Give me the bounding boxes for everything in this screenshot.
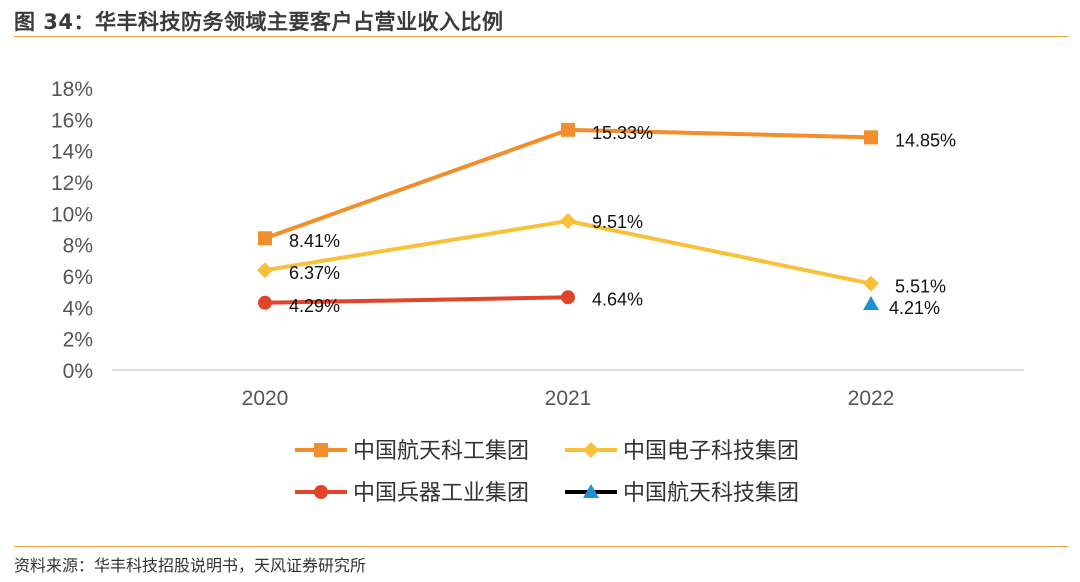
data-point-marker (257, 262, 273, 279)
footer-divider (14, 546, 1068, 547)
y-tick-label: 0% (63, 360, 93, 383)
x-tick-label: 2022 (848, 387, 895, 410)
y-tick-label: 8% (63, 235, 93, 258)
data-label: 6.37% (289, 263, 340, 283)
series-line-3 (263, 295, 570, 305)
data-label: 8.41% (289, 231, 340, 251)
chart-title: 图 34：华丰科技防务领域主要客户占营业收入比例 (14, 10, 504, 34)
data-label: 15.33% (592, 123, 653, 143)
chart-area: 0% 2% 4% 6% 8% 10% 12% 14% 16% 18% 2020 2021 2022 8… (51, 78, 1024, 506)
y-tick-label: 16% (51, 109, 93, 132)
legend-label: 中国电子科技集团 (623, 439, 799, 464)
data-point-marker (560, 213, 576, 230)
legend-label: 中国航天科技集团 (623, 481, 799, 506)
data-labels: 8.41% 15.33% 14.85% 6.37% 9.51% 5.51% 4.29% 4.6… (289, 123, 956, 318)
legend-marker (583, 484, 599, 498)
data-label: 9.51% (592, 212, 643, 232)
data-label: 4.21% (889, 298, 940, 318)
data-label: 5.51% (895, 277, 946, 297)
legend-marker (314, 485, 328, 499)
source-note: 资料来源：华丰科技招股说明书，天风证券研究所 (14, 556, 367, 575)
data-label: 4.29% (289, 296, 340, 316)
legend-label: 中国航天科工集团 (353, 439, 529, 464)
y-tick-label: 12% (51, 172, 93, 195)
y-tick-label: 6% (63, 266, 93, 289)
data-point-marker (863, 275, 879, 292)
legend-label: 中国兵器工业集团 (353, 481, 529, 506)
y-tick-label: 14% (51, 141, 93, 164)
data-point-marker (258, 231, 272, 246)
x-tick-label: 2021 (545, 387, 592, 410)
x-axis: 2020 2021 2022 (242, 387, 895, 410)
data-point-marker (863, 296, 879, 311)
header-divider (14, 36, 1068, 37)
data-point-marker (561, 290, 575, 305)
legend-marker (314, 443, 328, 457)
data-point-marker (864, 130, 878, 145)
y-axis: 0% 2% 4% 6% 8% 10% 12% 14% 16% 18% (51, 78, 93, 383)
y-tick-label: 18% (51, 78, 93, 101)
data-label: 14.85% (895, 130, 956, 150)
legend-marker (583, 442, 599, 458)
data-point-marker (561, 122, 575, 137)
series-markers (257, 122, 879, 311)
y-tick-label: 4% (63, 297, 93, 320)
data-label: 4.64% (592, 289, 643, 309)
x-tick-label: 2020 (242, 387, 289, 410)
series-line-2 (263, 219, 873, 286)
y-tick-label: 2% (63, 329, 93, 352)
data-point-marker (258, 295, 272, 310)
y-tick-label: 10% (51, 203, 93, 226)
